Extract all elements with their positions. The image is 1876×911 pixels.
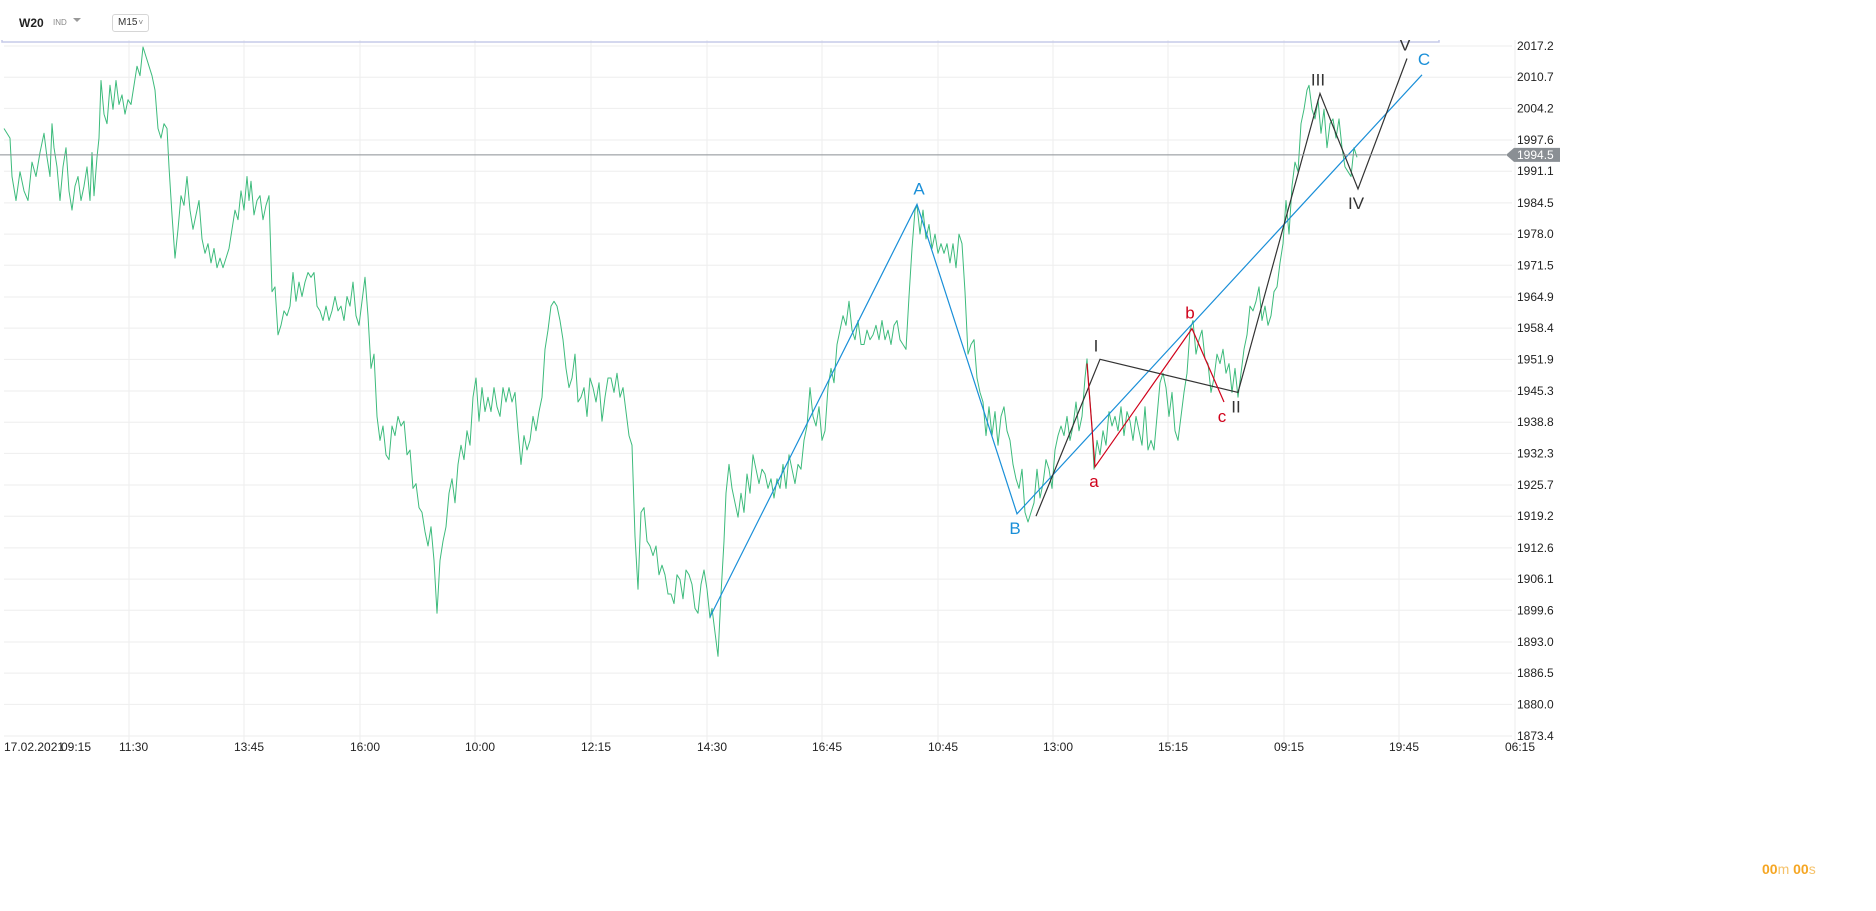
wave-red-line[interactable]	[1086, 327, 1225, 469]
x-tick-label: 19:45	[1389, 740, 1419, 754]
y-tick-label: 1906.1	[1517, 572, 1554, 586]
x-tick-label: 12:15	[581, 740, 611, 754]
timeframe-button[interactable]: M15˅	[112, 14, 150, 32]
timer-seconds: 00	[1793, 861, 1809, 877]
x-tick-label: 09:15	[1274, 740, 1304, 754]
current-price-tag	[1506, 147, 1560, 162]
wave-label-I: I	[1094, 336, 1099, 355]
y-tick-label: 1893.0	[1517, 635, 1554, 649]
y-tick-label: 1964.9	[1517, 290, 1554, 304]
x-tick-label: 13:45	[234, 740, 264, 754]
wave-label-III: III	[1311, 71, 1325, 90]
y-tick-label: 1958.4	[1517, 321, 1554, 335]
timer-minutes: 00	[1762, 861, 1778, 877]
y-tick-label: 2004.2	[1517, 101, 1554, 115]
wave-label-A: A	[913, 179, 925, 198]
wave-label-V: V	[1399, 40, 1411, 54]
wave-label-b: b	[1185, 304, 1194, 323]
current-price-line: 1994.5	[0, 147, 1560, 162]
price-axis[interactable]: 2017.2 2010.7 2004.2 1997.6 1991.1 1984.5 1978…	[1517, 40, 1554, 743]
x-tick-label: 09:15	[61, 740, 91, 754]
x-tick-label: 16:45	[812, 740, 842, 754]
x-tick-label: 14:30	[697, 740, 727, 754]
x-tick-label: 11:30	[119, 740, 148, 754]
x-tick-label: 16:00	[350, 740, 380, 754]
wave-label-B: B	[1009, 519, 1020, 538]
market-selector[interactable]: IND	[53, 18, 67, 27]
price-line	[3, 46, 1358, 657]
y-tick-label: 2017.2	[1517, 40, 1554, 53]
x-tick-label: 17.02.2021	[4, 740, 64, 754]
y-tick-label: 1938.8	[1517, 415, 1554, 429]
chart-grid	[4, 40, 1516, 742]
timer-minutes-unit: m	[1777, 861, 1790, 877]
y-tick-label: 2010.7	[1517, 70, 1554, 84]
x-tick-label: 06:15	[1505, 740, 1535, 754]
y-tick-label: 1971.5	[1517, 258, 1554, 272]
chevron-down-icon: ˅	[138, 18, 144, 27]
wave-label-c: c	[1218, 407, 1227, 426]
x-tick-label: 10:00	[465, 740, 495, 754]
y-tick-label: 1925.7	[1517, 478, 1554, 492]
top-band	[1, 40, 1440, 43]
wave-blue-line[interactable]	[709, 74, 1423, 618]
y-tick-label: 1945.3	[1517, 384, 1554, 398]
y-tick-label: 1886.5	[1517, 666, 1554, 680]
y-tick-label: 1984.5	[1517, 196, 1554, 210]
wave-label-IV: IV	[1348, 194, 1365, 213]
x-tick-label: 13:00	[1043, 740, 1073, 754]
chart-toolbar: W20 IND M15˅	[0, 0, 1876, 40]
y-tick-label: 1880.0	[1517, 697, 1554, 711]
timer-seconds-unit: s	[1808, 861, 1816, 877]
y-tick-label: 1873.4	[1517, 729, 1554, 743]
x-tick-label: 10:45	[928, 740, 958, 754]
wave-label-a: a	[1089, 472, 1099, 491]
y-tick-label: 1912.6	[1517, 541, 1554, 555]
symbol-label[interactable]: W20	[19, 16, 44, 30]
y-tick-label: 1951.9	[1517, 352, 1554, 366]
wave-black-line[interactable]	[1035, 58, 1408, 517]
wave-label-II: II	[1231, 397, 1240, 416]
y-tick-label: 1978.0	[1517, 227, 1554, 241]
y-tick-label: 1919.2	[1517, 509, 1554, 523]
price-series	[3, 46, 1358, 657]
current-price-value: 1994.5	[1517, 148, 1554, 162]
wave-label-C: C	[1418, 50, 1430, 69]
candle-timer: 00m 00s	[1762, 861, 1816, 877]
y-tick-label: 1899.6	[1517, 603, 1554, 617]
chevron-down-icon[interactable]	[73, 18, 81, 22]
y-tick-label: 1997.6	[1517, 133, 1554, 147]
y-tick-label: 1932.3	[1517, 446, 1554, 460]
timeframe-label: M15	[118, 17, 138, 28]
y-tick-label: 1991.1	[1517, 164, 1554, 178]
x-tick-label: 15:15	[1158, 740, 1188, 754]
